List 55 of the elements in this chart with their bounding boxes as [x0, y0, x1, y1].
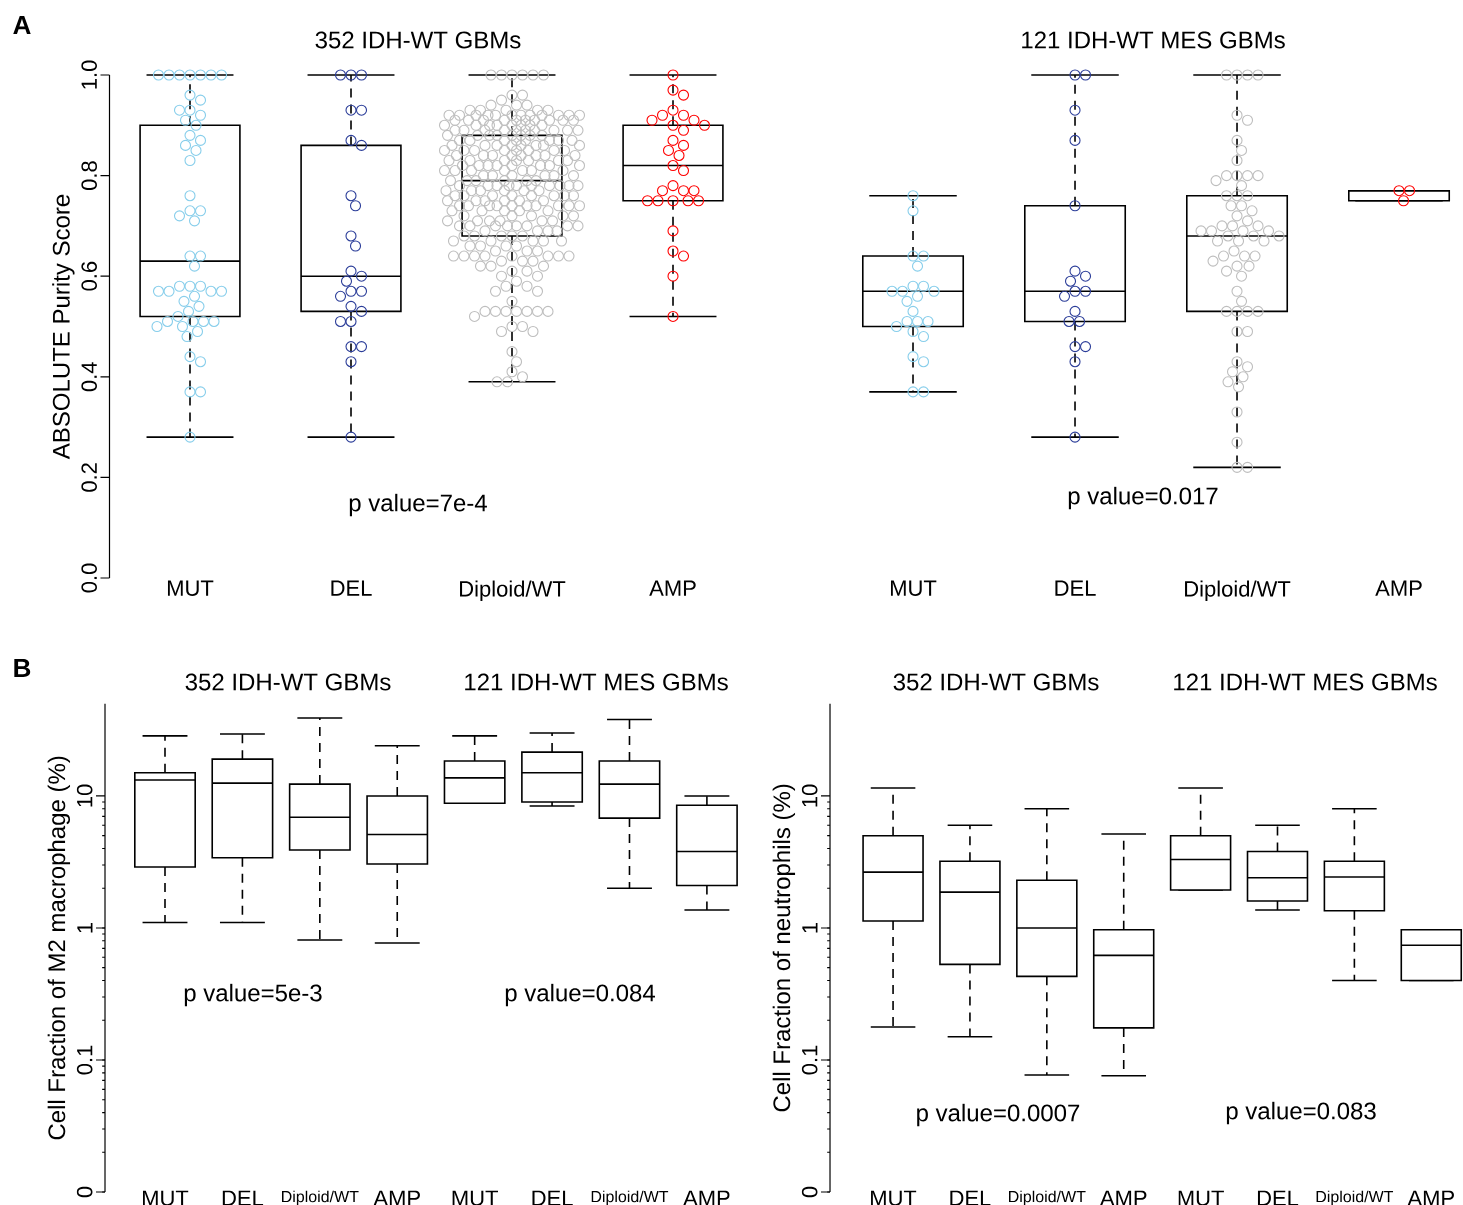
x-tick-label: DEL [222, 1190, 264, 1205]
y-tick-label: 10 [801, 784, 818, 807]
chart-title: 352 IDH-WT GBMs [185, 673, 391, 691]
y-tick-label: 0.0 [81, 563, 97, 593]
y-tick-label: 1.0 [81, 60, 97, 89]
x-tick-label: MUT [871, 1190, 917, 1205]
x-tick-label: DEL [1055, 580, 1096, 596]
x-tick-label: DEL [1257, 1190, 1299, 1205]
y-tick-label: 0 [76, 1186, 93, 1198]
x-tick-label: DEL [532, 1190, 573, 1205]
y-tick-label: 0 [801, 1186, 818, 1198]
annotation: p value=5e-3 [184, 983, 322, 1007]
text: 121 IDH-WT MES GBMs [465, 673, 728, 691]
x-tick-label: AMP [649, 580, 696, 596]
annotation: p value=0.017 [1068, 486, 1218, 510]
x-tick-label: AMP [1099, 1190, 1147, 1205]
x-tick-label: Diploid/WT [1009, 1190, 1086, 1205]
x-tick-label: Diploid/WT [282, 1190, 359, 1205]
y-tick-label: 0.1 [76, 1045, 93, 1075]
x-tick-label: AMP [1407, 1190, 1454, 1205]
text: A [13, 16, 31, 34]
y-axis-title: ABSOLUTE Purity Score [52, 194, 75, 460]
annotation: p value=0.0007 [917, 1103, 1080, 1127]
x-tick-label: Diploid/WT [1316, 1190, 1394, 1205]
x-tick-label: DEL [331, 580, 372, 596]
x-tick-label: MUT [167, 580, 214, 596]
x-tick-label: MUT [890, 580, 937, 596]
y-axis-title: Cell Fraction of M2 macrophage (%) [47, 756, 71, 1140]
x-tick-label: MUT [142, 1190, 189, 1205]
chart-title: 352 IDH-WT GBMs [315, 31, 521, 49]
chart-title: 352 IDH-WT GBMs [893, 673, 1099, 691]
x-tick-label: Diploid/WT [460, 580, 566, 602]
x-tick-label: AMP [683, 1190, 730, 1205]
x-tick-label: MUT [452, 1190, 498, 1205]
x-tick-label: Diploid/WT [1185, 580, 1291, 602]
y-tick-label: 1 [77, 922, 93, 933]
text: 121 IDH-WT MES GBMs [1174, 673, 1437, 691]
y-tick-label: 1 [802, 922, 818, 933]
y-tick-label: 0.1 [801, 1045, 818, 1075]
annotation: p value=7e-4 [349, 493, 487, 517]
y-tick-label: 0.2 [81, 463, 97, 492]
x-tick-label: Diploid/WT [591, 1190, 669, 1205]
y-tick-label: 0.8 [81, 161, 97, 191]
y-tick-label: 10 [76, 784, 93, 807]
x-tick-label: MUT [1178, 1190, 1224, 1205]
x-tick-label: AMP [373, 1190, 420, 1205]
y-tick-label: 0.6 [81, 261, 97, 291]
chart-title: 121 IDH-WT MES GBMs [1022, 31, 1285, 49]
y-axis-title: Cell Fraction of neutrophils (%) [772, 784, 796, 1112]
text: B [14, 659, 31, 677]
annotation: p value=0.084 [505, 983, 655, 1007]
x-tick-label: AMP [1375, 580, 1422, 596]
annotation: p value=0.083 [1226, 1101, 1376, 1125]
y-tick-label: 0.4 [81, 362, 97, 392]
x-tick-label: DEL [950, 1190, 991, 1205]
